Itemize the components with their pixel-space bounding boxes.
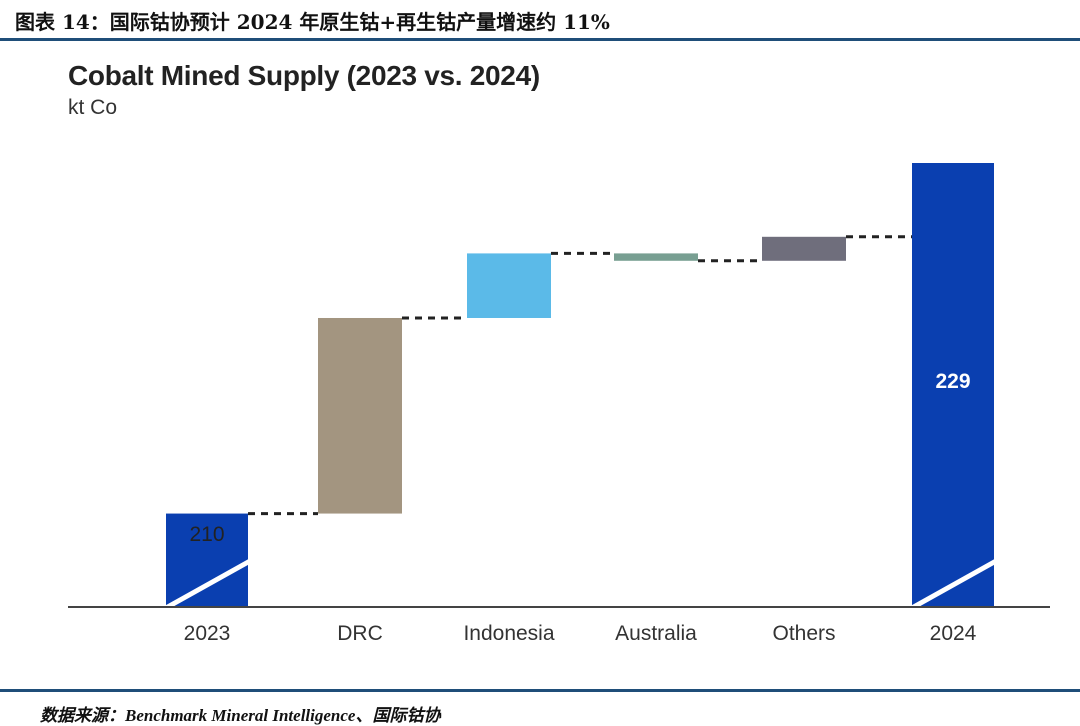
tick-label-2024: 2024 — [930, 622, 977, 645]
top-rule — [0, 38, 1080, 41]
axis-break-2024 — [908, 558, 998, 612]
axis-break-2023 — [162, 558, 252, 612]
waterfall-chart: 2023 DRC Indonesia Australia Others 2024 210 22… — [68, 163, 1050, 645]
data-label-2023: 210 — [189, 523, 224, 546]
figure-caption: 图表 14：国际钴协预计 2024 年原生钴+再生钴产量增速约 11% — [15, 10, 610, 34]
tick-label-australia: Australia — [615, 622, 697, 645]
bar-2023 — [166, 513, 248, 607]
tick-label-others: Others — [772, 622, 835, 645]
chart-unit: kt Co — [68, 96, 118, 119]
bottom-rule — [0, 689, 1080, 692]
bar-australia — [614, 253, 698, 261]
bar-drc — [318, 317, 402, 514]
data-label-2024: 229 — [935, 370, 970, 393]
tick-label-2023: 2023 — [184, 622, 231, 645]
bar-2024 — [912, 163, 994, 607]
tick-label-indonesia: Indonesia — [463, 622, 554, 645]
source-note: 数据来源：Benchmark Mineral Intelligence、国际钴协 — [40, 706, 441, 725]
bar-indonesia — [467, 253, 551, 318]
bar-others — [762, 236, 846, 261]
tick-label-drc: DRC — [337, 622, 383, 645]
chart-title: Cobalt Mined Supply (2023 vs. 2024) — [68, 60, 540, 91]
